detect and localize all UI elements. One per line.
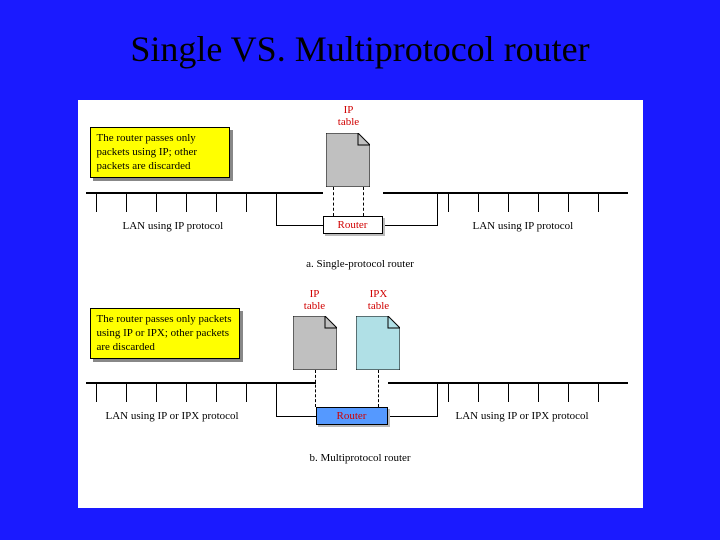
diagram-panel: The router passes only packets using IP;… [78,100,643,508]
lan-left-label-a: LAN using IP protocol [123,220,224,232]
ip-table-label-a: IP table [331,104,367,128]
slide-title: Single VS. Multiprotocol router [0,0,720,70]
ip-table-label-b: IP table [300,288,330,312]
ipx-table-doc-b [356,316,400,375]
callout-a: The router passes only packets using IP;… [90,127,230,178]
callout-b: The router passes only packets using IP … [90,308,240,359]
lan-right-label-b: LAN using IP or IPX protocol [456,410,589,422]
lan-left-a [86,192,276,220]
ip-table-doc-a [326,133,370,192]
lan-right-label-a: LAN using IP protocol [473,220,574,232]
dash-b-1 [315,370,316,407]
lan-left-b [86,382,276,410]
dash-b-2 [378,370,379,407]
lan-right-a [438,192,628,220]
dash-a-r [363,187,364,216]
dash-a-l [333,187,334,216]
lan-right-b [438,382,628,410]
router-box-b: Router [316,407,388,425]
caption-a: a. Single-protocol router [78,258,643,270]
lan-left-label-b: LAN using IP or IPX protocol [106,410,239,422]
ip-table-doc-b [293,316,337,375]
caption-b: b. Multiprotocol router [78,452,643,464]
ipx-table-label-b: IPX table [363,288,395,312]
wire-a-r [383,192,438,194]
wire-a-l [276,192,323,194]
router-box-a: Router [323,216,383,234]
